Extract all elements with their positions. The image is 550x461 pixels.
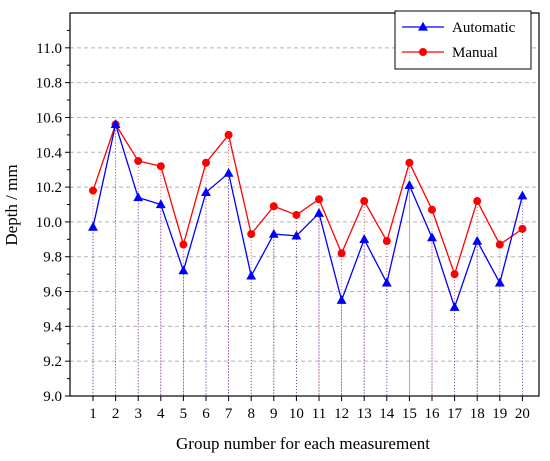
y-tick-label: 9.8 [43,250,62,266]
y-tick-label: 10.8 [36,76,62,92]
legend: Automatic Manual [394,10,532,70]
x-tick-label: 12 [334,406,349,422]
y-tick-label: 9.4 [43,319,62,335]
plot-border [69,12,540,397]
y-tick-label: 10.6 [36,110,63,126]
x-tick-label: 5 [180,406,188,422]
data-point-automatic [404,180,415,189]
x-tick-label: 1 [89,406,97,422]
y-axis-title: Depth / mm [2,164,21,245]
data-point-automatic [201,187,211,196]
x-tick-label: 10 [289,406,304,422]
data-point-automatic [223,167,234,177]
axis-ticks: 9.0 9.2 9.4 9.6 9.8 10.0 10.2 10.4 10.6 10.8 11.0 1… [36,29,530,422]
data-point-automatic [449,302,460,311]
x-tick-label: 4 [157,406,165,422]
x-tick-label: 14 [379,406,395,422]
y-tick-label: 9.6 [43,285,62,301]
x-tick-label: 11 [312,406,326,422]
data-point-manual [224,130,233,139]
data-point-manual [134,156,143,165]
data-point-manual [247,230,256,239]
y-tick-label: 11.0 [36,41,62,57]
data-point-automatic [88,221,98,231]
grid-lines [70,47,539,362]
legend-marker-manual [419,48,427,56]
data-point-automatic [359,234,370,243]
legend-entries: Automatic Manual [402,20,516,61]
x-tick-label: 8 [247,406,255,422]
plot-frame [69,12,540,397]
x-tick-label: 15 [402,406,417,422]
legend-marker-automatic [418,21,428,31]
data-point-automatic [133,192,144,202]
x-tick-label: 7 [225,406,233,422]
data-point-manual [405,158,414,167]
data-point-automatic [427,232,437,242]
x-tick-label: 2 [112,406,120,422]
data-point-automatic [314,208,324,217]
data-point-manual [202,158,210,167]
legend-label-manual: Manual [452,45,498,61]
data-point-manual [473,197,482,206]
data-point-manual [337,249,346,258]
data-point-manual [315,195,323,204]
data-point-manual [292,210,301,219]
x-tick-label: 19 [492,406,507,422]
series-line-automatic [92,121,524,310]
data-point-manual [360,197,369,206]
data-point-automatic [291,230,302,240]
x-tick-label: 9 [270,406,278,422]
data-point-manual [382,237,391,246]
data-point-automatic [494,277,505,287]
data-point-manual [89,186,97,195]
x-axis-title: Group number for each measurement [176,434,430,453]
data-point-automatic [246,270,257,280]
data-point-manual [156,162,165,171]
data-point-automatic [110,119,121,129]
x-tick-label: 16 [425,406,441,422]
data-point-manual [428,205,436,214]
data-point-manual [495,240,504,249]
data-point-automatic [268,228,279,238]
data-point-automatic [155,199,166,209]
data-point-manual [518,224,527,233]
y-tick-label: 10.2 [36,180,62,196]
x-tick-label: 20 [515,406,530,422]
legend-label-automatic: Automatic [452,20,516,36]
x-tick-label: 17 [447,406,463,422]
data-point-automatic [381,277,392,287]
data-point-automatic [178,265,189,275]
x-tick-label: 3 [134,406,142,422]
data-point-manual [179,240,188,249]
data-point-manual [269,202,278,211]
data-point-automatic [336,295,347,304]
y-tick-label: 9.0 [43,389,62,405]
data-point-automatic [472,235,483,245]
y-tick-label: 10.0 [36,215,62,231]
series-layer [88,119,528,311]
series-line-manual [92,122,523,277]
drop-lines [92,124,523,396]
x-tick-label: 18 [470,406,485,422]
legend-box [394,10,532,70]
y-tick-label: 10.4 [36,145,63,161]
x-tick-label: 13 [357,406,372,422]
data-point-automatic [517,190,528,200]
x-tick-label: 6 [202,406,210,422]
data-point-manual [450,270,459,279]
y-tick-label: 9.2 [43,354,62,370]
